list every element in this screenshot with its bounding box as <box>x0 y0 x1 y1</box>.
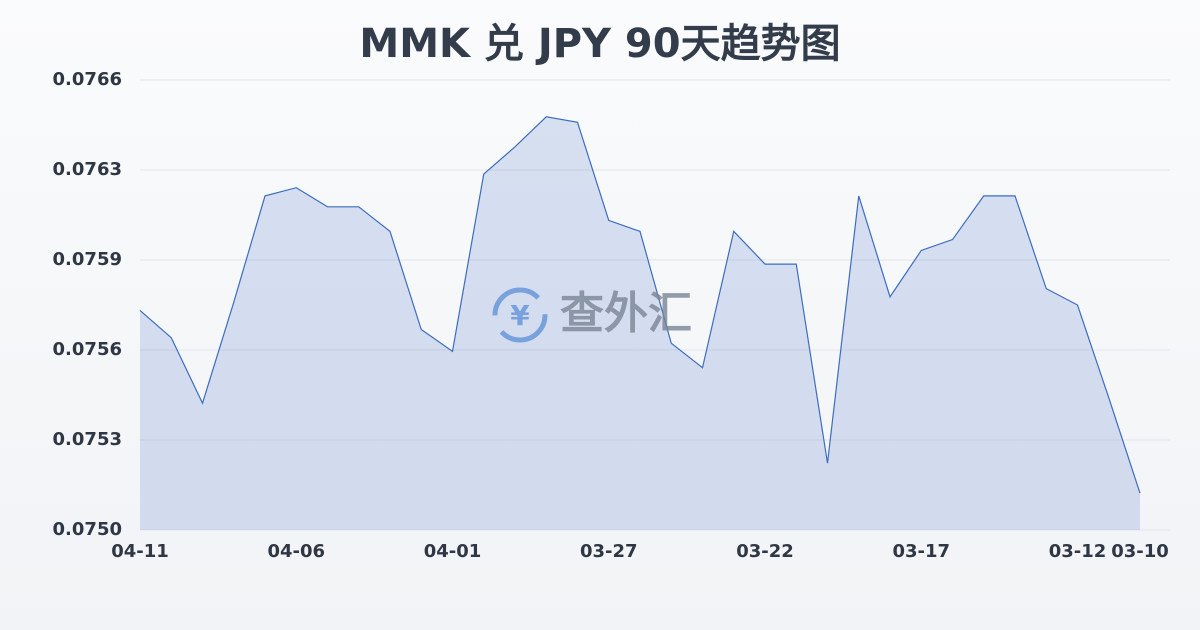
y-tick-label: 0.0766 <box>53 69 122 90</box>
x-tick-label: 03-22 <box>736 541 794 562</box>
svg-text:¥: ¥ <box>510 299 530 332</box>
x-tick-label: 04-01 <box>424 541 482 562</box>
area <box>140 116 1140 531</box>
x-tick-label: 04-06 <box>267 541 325 562</box>
x-tick-label: 03-17 <box>892 541 950 562</box>
watermark: 查外汇 <box>560 288 692 339</box>
x-tick-label: 03-10 <box>1111 541 1169 562</box>
y-tick-label: 0.0756 <box>53 339 122 360</box>
x-tick-label: 04-11 <box>111 541 169 562</box>
y-tick-label: 0.0759 <box>53 249 122 270</box>
watermark-icon: ¥ <box>492 287 548 343</box>
y-tick-label: 0.0753 <box>53 429 122 450</box>
chart-title: MMK 兑 JPY 90天趋势图 <box>359 21 840 67</box>
y-tick-label: 0.0763 <box>53 159 122 180</box>
line <box>139 116 1141 494</box>
x-tick-label: 03-27 <box>580 541 638 562</box>
x-tick-label: 03-12 <box>1049 541 1107 562</box>
y-tick-label: 0.0750 <box>53 519 122 540</box>
